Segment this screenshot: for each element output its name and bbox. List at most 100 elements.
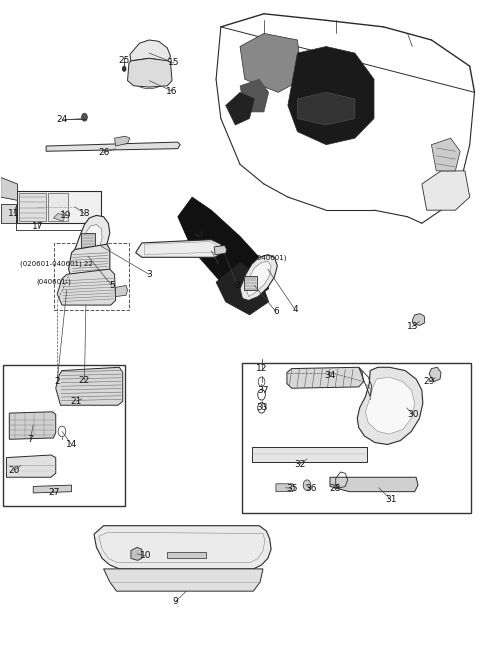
Polygon shape (9, 412, 56, 440)
Text: 3: 3 (146, 270, 152, 279)
Polygon shape (57, 269, 116, 305)
Polygon shape (288, 47, 374, 145)
Text: 28: 28 (329, 484, 340, 493)
Text: 36: 36 (305, 484, 317, 493)
Polygon shape (226, 92, 254, 125)
Polygon shape (19, 193, 46, 220)
Polygon shape (17, 190, 101, 223)
Circle shape (70, 200, 80, 213)
Text: 31: 31 (385, 495, 396, 504)
Polygon shape (0, 177, 17, 200)
Polygon shape (422, 171, 470, 210)
Text: 18: 18 (79, 209, 90, 218)
Text: 23: 23 (190, 230, 202, 239)
Polygon shape (69, 244, 110, 281)
Polygon shape (246, 261, 271, 297)
Polygon shape (330, 478, 418, 491)
Polygon shape (240, 33, 302, 92)
Circle shape (258, 403, 265, 413)
Circle shape (198, 231, 204, 239)
Text: 9: 9 (172, 597, 178, 606)
Circle shape (317, 115, 323, 123)
Polygon shape (244, 276, 257, 290)
Text: 8 (020601-040601): 8 (020601-040601) (218, 254, 287, 260)
Polygon shape (75, 215, 110, 266)
Circle shape (307, 115, 312, 123)
Text: 26: 26 (98, 148, 109, 157)
Circle shape (251, 55, 263, 71)
Text: 35: 35 (286, 484, 298, 493)
Text: 32: 32 (294, 460, 305, 468)
Polygon shape (116, 285, 128, 297)
Polygon shape (33, 485, 72, 493)
Polygon shape (287, 367, 363, 388)
Polygon shape (276, 483, 295, 491)
Polygon shape (56, 367, 123, 405)
Circle shape (245, 47, 269, 79)
Text: 10: 10 (140, 551, 151, 560)
Text: (020601-040601) 22: (020601-040601) 22 (20, 260, 93, 267)
Text: 1: 1 (216, 259, 221, 268)
Text: 4: 4 (292, 305, 298, 314)
Circle shape (307, 104, 312, 112)
Text: 21: 21 (71, 397, 82, 406)
Text: 22: 22 (79, 376, 90, 385)
Circle shape (433, 372, 438, 379)
Text: 16: 16 (166, 87, 178, 96)
Polygon shape (429, 367, 441, 382)
Circle shape (258, 390, 265, 400)
Polygon shape (432, 138, 460, 171)
Polygon shape (357, 367, 423, 445)
Text: 15: 15 (168, 58, 180, 68)
Circle shape (183, 551, 189, 559)
Text: (040601-): (040601-) (36, 279, 72, 285)
Circle shape (317, 92, 323, 100)
Text: 12: 12 (256, 364, 267, 373)
Polygon shape (131, 547, 142, 560)
Text: 33: 33 (256, 403, 267, 413)
Bar (54, 243, 129, 310)
Text: 20: 20 (9, 466, 20, 475)
Text: 14: 14 (66, 440, 77, 449)
Polygon shape (6, 455, 56, 478)
Text: 7: 7 (27, 435, 33, 443)
Circle shape (82, 113, 87, 121)
Polygon shape (252, 447, 367, 462)
Text: 2: 2 (54, 377, 60, 386)
Text: 24: 24 (56, 115, 68, 125)
Polygon shape (214, 245, 227, 255)
Polygon shape (240, 255, 277, 300)
Circle shape (418, 318, 421, 323)
Text: 29: 29 (423, 377, 435, 386)
Polygon shape (128, 58, 172, 87)
Polygon shape (130, 40, 170, 63)
Text: 37: 37 (257, 386, 269, 395)
Circle shape (258, 377, 265, 386)
Polygon shape (167, 552, 205, 558)
Polygon shape (53, 213, 65, 221)
Polygon shape (0, 203, 16, 223)
Text: 19: 19 (60, 211, 71, 220)
Circle shape (58, 426, 66, 437)
Text: 25: 25 (119, 56, 130, 66)
Polygon shape (94, 525, 271, 569)
Circle shape (307, 92, 312, 100)
Polygon shape (412, 314, 425, 325)
Polygon shape (104, 569, 263, 591)
Polygon shape (240, 79, 269, 112)
Polygon shape (82, 224, 102, 258)
Text: 5: 5 (109, 281, 115, 290)
Polygon shape (46, 142, 180, 152)
Text: 6: 6 (273, 307, 279, 316)
Circle shape (122, 66, 126, 72)
Polygon shape (81, 233, 96, 251)
Polygon shape (216, 262, 269, 315)
Text: 17: 17 (32, 222, 44, 231)
Circle shape (303, 480, 311, 490)
Polygon shape (365, 377, 415, 434)
Text: 34: 34 (324, 371, 336, 380)
Text: 27: 27 (48, 489, 60, 497)
Polygon shape (48, 193, 68, 220)
Circle shape (317, 104, 323, 112)
Text: 13: 13 (407, 322, 418, 331)
